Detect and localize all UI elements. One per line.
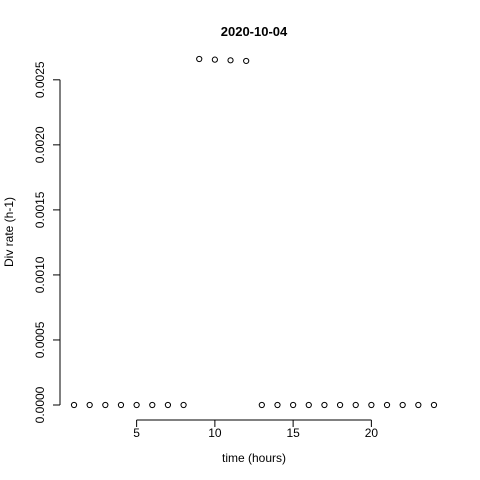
y-axis: 0.0000 0.0005 0.0010 0.0015 0.0020 0.0025 [33, 61, 60, 423]
y-axis-label: Div rate (h-1) [2, 197, 16, 267]
data-point [369, 402, 374, 407]
x-tick-label: 5 [133, 426, 140, 440]
x-tick-label: 20 [365, 426, 379, 440]
data-point [165, 402, 170, 407]
data-point [337, 402, 342, 407]
data-point [150, 402, 155, 407]
y-tick-label: 0.0010 [33, 256, 47, 293]
data-point [212, 57, 217, 62]
data-point [306, 402, 311, 407]
y-tick-label: 0.0020 [33, 126, 47, 163]
data-point [87, 402, 92, 407]
data-point [134, 402, 139, 407]
data-point [384, 402, 389, 407]
data-point [244, 58, 249, 63]
data-point [228, 58, 233, 63]
data-point [71, 402, 76, 407]
data-point [416, 402, 421, 407]
x-axis-label: time (hours) [222, 451, 286, 465]
data-point [197, 56, 202, 61]
data-point [400, 402, 405, 407]
data-point [103, 402, 108, 407]
data-point [181, 402, 186, 407]
data-point [291, 402, 296, 407]
x-tick-label: 10 [208, 426, 222, 440]
data-point [431, 402, 436, 407]
data-point [118, 402, 123, 407]
x-tick-label: 15 [286, 426, 300, 440]
y-tick-label: 0.0000 [33, 386, 47, 423]
data-point [259, 402, 264, 407]
x-axis: 5 10 15 20 [133, 420, 378, 440]
data-points [71, 56, 436, 407]
data-point [275, 402, 280, 407]
chart-title: 2020-10-04 [221, 24, 288, 39]
y-tick-label: 0.0005 [33, 321, 47, 358]
y-tick-label: 0.0015 [33, 191, 47, 228]
y-tick-label: 0.0025 [33, 61, 47, 98]
data-point [322, 402, 327, 407]
data-point [353, 402, 358, 407]
